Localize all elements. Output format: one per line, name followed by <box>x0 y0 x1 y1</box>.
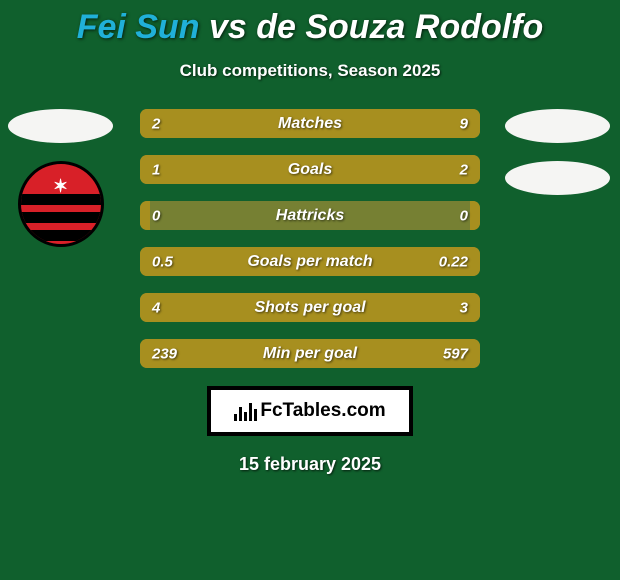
stat-value-right: 9 <box>460 115 468 132</box>
title-left: Fei Sun <box>77 8 200 46</box>
left-player-club-badge: ✶ <box>18 161 104 247</box>
stat-value-right: 597 <box>443 345 468 362</box>
left-player-column: ✶ <box>8 109 113 247</box>
badge-monogram: ✶ <box>53 176 68 197</box>
stat-row-matches: 2 9 Matches <box>140 109 480 138</box>
stat-value-left: 239 <box>152 345 177 362</box>
stat-row-goals: 1 2 Goals <box>140 155 480 184</box>
stats-area: ✶ 2 9 Matches 1 2 Goals 0 0 Hattricks 0.5 0.22 Goal… <box>0 109 620 368</box>
stat-value-right: 0 <box>460 207 468 224</box>
stat-label: Hattricks <box>276 207 344 225</box>
title-right: de Souza Rodolfo <box>256 8 543 46</box>
stat-row-shots-per-goal: 4 3 Shots per goal <box>140 293 480 322</box>
stat-fill-right <box>252 155 480 184</box>
bars-icon <box>234 401 257 421</box>
stat-label: Min per goal <box>263 345 357 363</box>
stat-value-left: 1 <box>152 161 160 178</box>
title-vs: vs <box>209 8 247 46</box>
comparison-infographic: Fei Sun vs de Souza Rodolfo Club competi… <box>0 0 620 580</box>
stat-value-left: 0 <box>152 207 160 224</box>
stat-value-left: 2 <box>152 115 160 132</box>
footer-brand-text: FcTables.com <box>260 400 385 422</box>
right-player-photo-placeholder <box>505 109 610 143</box>
stat-value-right: 3 <box>460 299 468 316</box>
stat-value-right: 2 <box>460 161 468 178</box>
stat-value-left: 4 <box>152 299 160 316</box>
stat-label: Shots per goal <box>254 299 365 317</box>
stat-label: Goals <box>288 161 332 179</box>
subtitle: Club competitions, Season 2025 <box>0 61 620 81</box>
right-player-column <box>505 109 610 195</box>
stat-row-goals-per-match: 0.5 0.22 Goals per match <box>140 247 480 276</box>
stat-fill-left <box>140 109 201 138</box>
stat-label: Goals per match <box>247 253 372 271</box>
fctables-logo: FcTables.com <box>234 400 385 422</box>
page-title: Fei Sun vs de Souza Rodolfo <box>0 0 620 47</box>
stat-value-right: 0.22 <box>439 253 468 270</box>
stat-row-hattricks: 0 0 Hattricks <box>140 201 480 230</box>
right-player-club-badge-placeholder <box>505 161 610 195</box>
left-player-photo-placeholder <box>8 109 113 143</box>
footer-attribution[interactable]: FcTables.com <box>207 386 413 436</box>
stat-fill-right <box>470 201 480 230</box>
stat-row-min-per-goal: 239 597 Min per goal <box>140 339 480 368</box>
date-text: 15 february 2025 <box>0 454 620 475</box>
stat-value-left: 0.5 <box>152 253 173 270</box>
stat-label: Matches <box>278 115 342 133</box>
stat-fill-left <box>140 201 150 230</box>
